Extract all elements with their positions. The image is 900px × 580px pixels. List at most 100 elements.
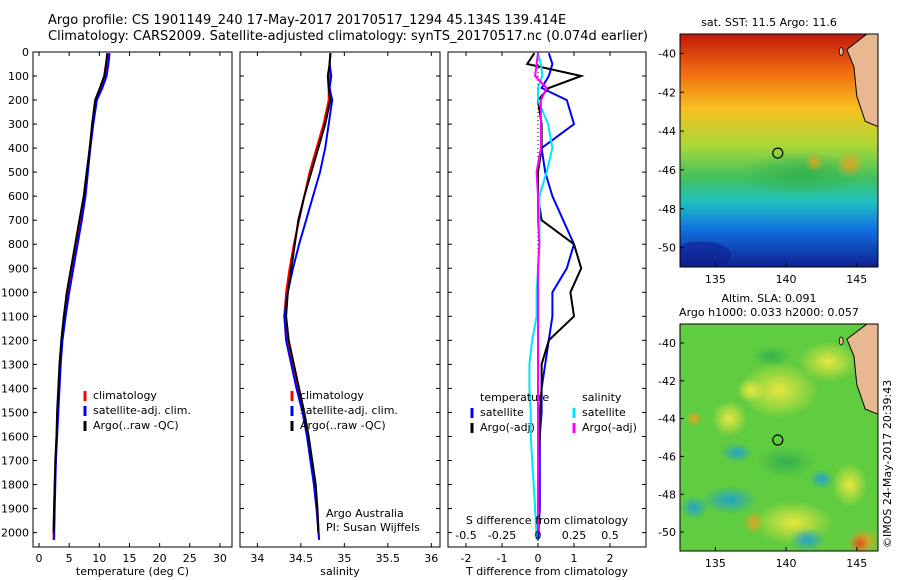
sst-map-xtick-label: 145: [846, 273, 867, 286]
sla-map-ytick-label: -42: [658, 375, 676, 388]
salinity-profile-xtick-label: 35.5: [376, 552, 401, 565]
temperature-profile-ytick-label: 1000: [1, 286, 29, 299]
legend-label: Argo(-adj): [582, 421, 637, 434]
series-line-climatology: [52, 53, 109, 540]
difference-profile-xtick-label: -1: [497, 552, 508, 565]
difference-profile-xtick-label: 2: [607, 552, 614, 565]
temperature-profile-xtick-label: 10: [92, 552, 106, 565]
difference-profile-frame: [447, 51, 647, 548]
temperature-profile-xlabel: temperature (deg C): [76, 565, 189, 578]
legend-label: climatology: [300, 389, 364, 402]
temperature-profile-ytick-label: 1100: [1, 310, 29, 323]
sla-map-ytick-label: -48: [658, 488, 676, 501]
s-tick-label: 0.5: [601, 529, 619, 542]
sla-feature: [686, 410, 703, 427]
legend-label: satellite-adj. clim.: [300, 404, 398, 417]
sla-map-xtick-label: 135: [705, 557, 726, 570]
sst-map-field: [680, 34, 878, 267]
series-line-satellite-adj-clim-: [53, 53, 111, 540]
sla-feature: [809, 469, 834, 490]
sst-map-ytick-label: -48: [658, 203, 676, 216]
difference-profile-xtick-label: 0: [535, 552, 542, 565]
temperature-profile-xtick-label: 15: [122, 552, 136, 565]
sla-feature: [701, 485, 758, 514]
sla-map-title: Altim. SLA: 0.091: [721, 292, 816, 305]
temperature-profile-ytick-label: 1900: [1, 503, 29, 516]
series-line-t-satellite: [537, 52, 576, 540]
sla-map-ytick-label: -44: [658, 413, 676, 426]
sst-feature: [835, 150, 864, 179]
temperature-profile-ytick-label: 1300: [1, 358, 29, 371]
sst-map-ytick-label: -46: [658, 164, 676, 177]
s-tick-label: -0.25: [488, 529, 516, 542]
temperature-profile-xtick-label: 20: [153, 552, 167, 565]
temperature-profile-ytick-label: 800: [8, 238, 29, 251]
temperature-profile-ytick-label: 1500: [1, 406, 29, 419]
temperature-profile-ytick-label: 1700: [1, 454, 29, 467]
tasmania-land: [846, 34, 878, 128]
sst-map-frame: [679, 33, 879, 268]
king-island: [838, 47, 844, 56]
sla-feature: [711, 400, 748, 437]
sla-map-field: [680, 324, 878, 551]
sst-map-ytick-label: -44: [658, 125, 676, 138]
temperature-profile-ytick-label: 200: [8, 94, 29, 107]
salinity-profile-xtick-label: 35: [337, 552, 351, 565]
temperature-profile-xtick-label: 0: [36, 552, 43, 565]
sla-feature: [736, 378, 765, 403]
legend-label: Argo(-adj): [480, 421, 535, 434]
temperature-profile-ytick-label: 0: [22, 46, 29, 59]
sst-map-xtick-label: 140: [776, 273, 797, 286]
sla-map-xtick-label: 140: [776, 557, 797, 570]
sla-feature: [739, 362, 819, 419]
sla-map-frame: [679, 323, 879, 552]
salinity-profile-frame: [239, 51, 441, 548]
legend-label: satellite: [480, 406, 524, 419]
temperature-profile-ytick-label: 1400: [1, 382, 29, 395]
series-line-argo-raw-qc-: [285, 53, 332, 533]
temperature-profile-xtick-label: 25: [183, 552, 197, 565]
sla-map-xtick-label: 145: [846, 557, 867, 570]
temperature-profile-ytick-label: 300: [8, 118, 29, 131]
series-line-t-argo-adj-: [525, 52, 585, 533]
series-line-s-argo-adj-: [534, 53, 548, 533]
sla-feature: [789, 527, 826, 551]
legend-label: satellite-adj. clim.: [93, 404, 191, 417]
temperature-profile-ytick-label: 1800: [1, 479, 29, 492]
sla-feature: [743, 510, 764, 535]
sla-map-ytick-label: -50: [658, 526, 676, 539]
sst-map-ytick-label: -40: [658, 47, 676, 60]
temperature-profile-ytick-label: 600: [8, 190, 29, 203]
annotation-line: Argo Australia: [326, 507, 404, 520]
temperature-profile-ytick-label: 700: [8, 214, 29, 227]
legend-label: Argo(..raw -QC): [93, 419, 179, 432]
sla-feature: [831, 462, 868, 507]
sla-map-ytick-label: -40: [658, 337, 676, 350]
series-line-argo-raw-qc-: [52, 53, 109, 533]
sst-feature: [740, 151, 861, 196]
s-tick-label: 0: [535, 529, 542, 542]
temperature-profile-xtick-label: 5: [66, 552, 73, 565]
sst-map-title: sat. SST: 11.5 Argo: 11.6: [701, 16, 837, 29]
temperature-profile-ytick-label: 1600: [1, 430, 29, 443]
s-tick-label: 0.25: [562, 529, 587, 542]
temperature-profile-ytick-label: 900: [8, 262, 29, 275]
float-position-marker: [772, 147, 784, 159]
climatology-title: Climatology: CARS2009. Satellite-adjuste…: [48, 29, 648, 44]
series-line-satellite-adj-clim-: [283, 53, 334, 540]
float-position-marker: [772, 434, 784, 446]
legend-label: climatology: [93, 389, 157, 402]
salinity-profile-xtick-label: 34: [250, 552, 264, 565]
legend-label: satellite: [582, 406, 626, 419]
sla-feature: [751, 346, 792, 367]
xlabel-top: S difference from climatology: [466, 514, 629, 527]
tasmania-land: [846, 324, 878, 415]
sst-feature: [680, 241, 732, 267]
sla-feature: [680, 495, 709, 520]
salinity-profile-xlabel: salinity: [320, 565, 360, 578]
sla-feature: [756, 446, 817, 479]
imos-stamp: ©IMOS 24-May-2017 20:39:43: [881, 380, 894, 548]
difference-profile-xlabel: T difference from climatology: [465, 565, 628, 578]
sla-map-ytick-label: -46: [658, 450, 676, 463]
